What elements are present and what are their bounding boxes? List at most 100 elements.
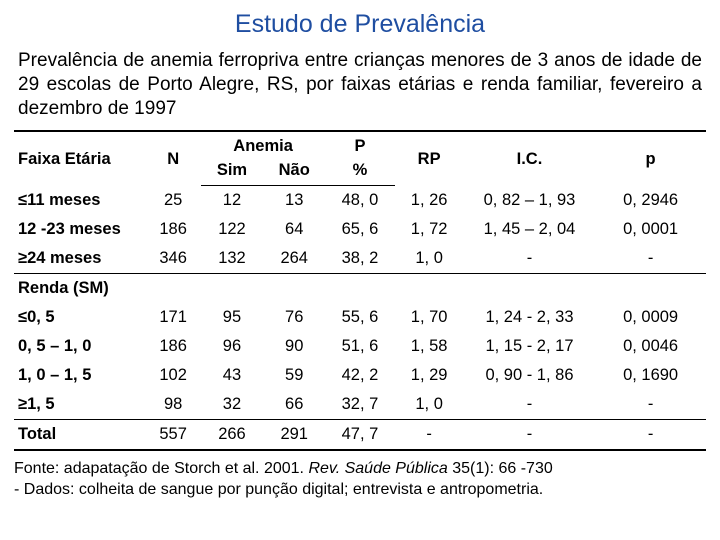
cell-p: 38, 2 — [325, 244, 394, 274]
page-title: Estudo de Prevalência — [14, 10, 706, 39]
cell-nao: 59 — [263, 361, 325, 390]
footer-source: Fonte: adapatação de Storch et al. 2001.… — [14, 459, 706, 480]
cell-pp: - — [595, 390, 706, 420]
cell-ic: 1, 45 – 2, 04 — [464, 215, 595, 244]
empty-cell — [464, 274, 595, 304]
cell-rp: 1, 29 — [395, 361, 464, 390]
col-nao: Não — [263, 161, 325, 186]
cell-n: 102 — [145, 361, 200, 390]
cell-pp: 0, 2946 — [595, 186, 706, 216]
table-row: 0, 5171957655, 61, 701, 24 - 2, 330, 000… — [14, 303, 706, 332]
cell-ic: 1, 15 - 2, 17 — [464, 332, 595, 361]
cell-n: 557 — [145, 420, 200, 451]
row-label: 1, 5 — [14, 390, 145, 420]
cell-nao: 291 — [263, 420, 325, 451]
table-row: 0, 5 – 1, 0186969051, 61, 581, 15 - 2, 1… — [14, 332, 706, 361]
cell-p: 48, 0 — [325, 186, 394, 216]
cell-pp: - — [595, 420, 706, 451]
empty-cell — [201, 274, 263, 304]
cell-rp: - — [395, 420, 464, 451]
row-label: 12 -23 meses — [14, 215, 145, 244]
cell-sim: 132 — [201, 244, 263, 274]
empty-cell — [395, 274, 464, 304]
cell-ic: 1, 24 - 2, 33 — [464, 303, 595, 332]
empty-cell — [145, 274, 200, 304]
table-row: 1, 0 – 1, 5102435942, 21, 290, 90 - 1, 8… — [14, 361, 706, 390]
col-pct: % — [325, 161, 394, 186]
row-label: 24 meses — [14, 244, 145, 274]
cell-p: 51, 6 — [325, 332, 394, 361]
cell-n: 186 — [145, 332, 200, 361]
cell-ic: 0, 90 - 1, 86 — [464, 361, 595, 390]
col-pp: p — [595, 131, 706, 186]
empty-cell — [595, 274, 706, 304]
cell-pp: 0, 1690 — [595, 361, 706, 390]
col-rp: RP — [395, 131, 464, 186]
empty-cell — [263, 274, 325, 304]
footer-src-c: 35(1): 66 -730 — [452, 460, 553, 477]
col-sim: Sim — [201, 161, 263, 186]
cell-rp: 1, 0 — [395, 390, 464, 420]
cell-nao: 13 — [263, 186, 325, 216]
table-row: 12 -23 meses1861226465, 61, 721, 45 – 2,… — [14, 215, 706, 244]
cell-nao: 264 — [263, 244, 325, 274]
table-row: Total55726629147, 7--- — [14, 420, 706, 451]
cell-ic: - — [464, 420, 595, 451]
cell-pp: 0, 0046 — [595, 332, 706, 361]
section-header-row: Renda (SM) — [14, 274, 706, 304]
cell-rp: 1, 58 — [395, 332, 464, 361]
cell-nao: 90 — [263, 332, 325, 361]
cell-rp: 1, 72 — [395, 215, 464, 244]
row-label: 0, 5 – 1, 0 — [14, 332, 145, 361]
col-ic: I.C. — [464, 131, 595, 186]
cell-n: 98 — [145, 390, 200, 420]
section-header-label: Renda (SM) — [14, 274, 145, 304]
row-label: 11 meses — [14, 186, 145, 216]
cell-sim: 95 — [201, 303, 263, 332]
cell-rp: 1, 26 — [395, 186, 464, 216]
cell-nao: 66 — [263, 390, 325, 420]
cell-pp: - — [595, 244, 706, 274]
cell-n: 171 — [145, 303, 200, 332]
cell-sim: 96 — [201, 332, 263, 361]
cell-p: 42, 2 — [325, 361, 394, 390]
cell-ic: - — [464, 390, 595, 420]
table-row: 24 meses34613226438, 21, 0-- — [14, 244, 706, 274]
subtitle-text: Prevalência de anemia ferropriva entre c… — [18, 49, 702, 120]
cell-sim: 12 — [201, 186, 263, 216]
cell-pp: 0, 0001 — [595, 215, 706, 244]
cell-nao: 64 — [263, 215, 325, 244]
table-row: 1, 598326632, 71, 0-- — [14, 390, 706, 420]
footer-dados: - Dados: colheita de sangue por punção d… — [14, 480, 706, 501]
table-row: 11 meses25121348, 01, 260, 82 – 1, 930, … — [14, 186, 706, 216]
footer-block: Fonte: adapatação de Storch et al. 2001.… — [14, 459, 706, 501]
cell-ic: - — [464, 244, 595, 274]
cell-sim: 32 — [201, 390, 263, 420]
footer-src-a: Fonte: adapatação de Storch et al. 2001. — [14, 460, 308, 477]
cell-sim: 266 — [201, 420, 263, 451]
cell-p: 47, 7 — [325, 420, 394, 451]
col-p: P — [325, 131, 394, 161]
cell-ic: 0, 82 – 1, 93 — [464, 186, 595, 216]
cell-p: 55, 6 — [325, 303, 394, 332]
row-label: 0, 5 — [14, 303, 145, 332]
col-n: N — [145, 131, 200, 186]
cell-rp: 1, 0 — [395, 244, 464, 274]
empty-cell — [325, 274, 394, 304]
cell-n: 186 — [145, 215, 200, 244]
footer-src-journal: Rev. Saúde Pública — [308, 460, 452, 477]
cell-p: 65, 6 — [325, 215, 394, 244]
col-faixa: Faixa Etária — [14, 131, 145, 186]
row-label: Total — [14, 420, 145, 451]
cell-pp: 0, 0009 — [595, 303, 706, 332]
cell-n: 346 — [145, 244, 200, 274]
cell-p: 32, 7 — [325, 390, 394, 420]
cell-sim: 43 — [201, 361, 263, 390]
cell-rp: 1, 70 — [395, 303, 464, 332]
cell-sim: 122 — [201, 215, 263, 244]
cell-n: 25 — [145, 186, 200, 216]
prevalence-table: Faixa Etária N Anemia P RP I.C. p Sim Nã… — [14, 130, 706, 451]
col-anemia: Anemia — [201, 131, 326, 161]
row-label: 1, 0 – 1, 5 — [14, 361, 145, 390]
cell-nao: 76 — [263, 303, 325, 332]
